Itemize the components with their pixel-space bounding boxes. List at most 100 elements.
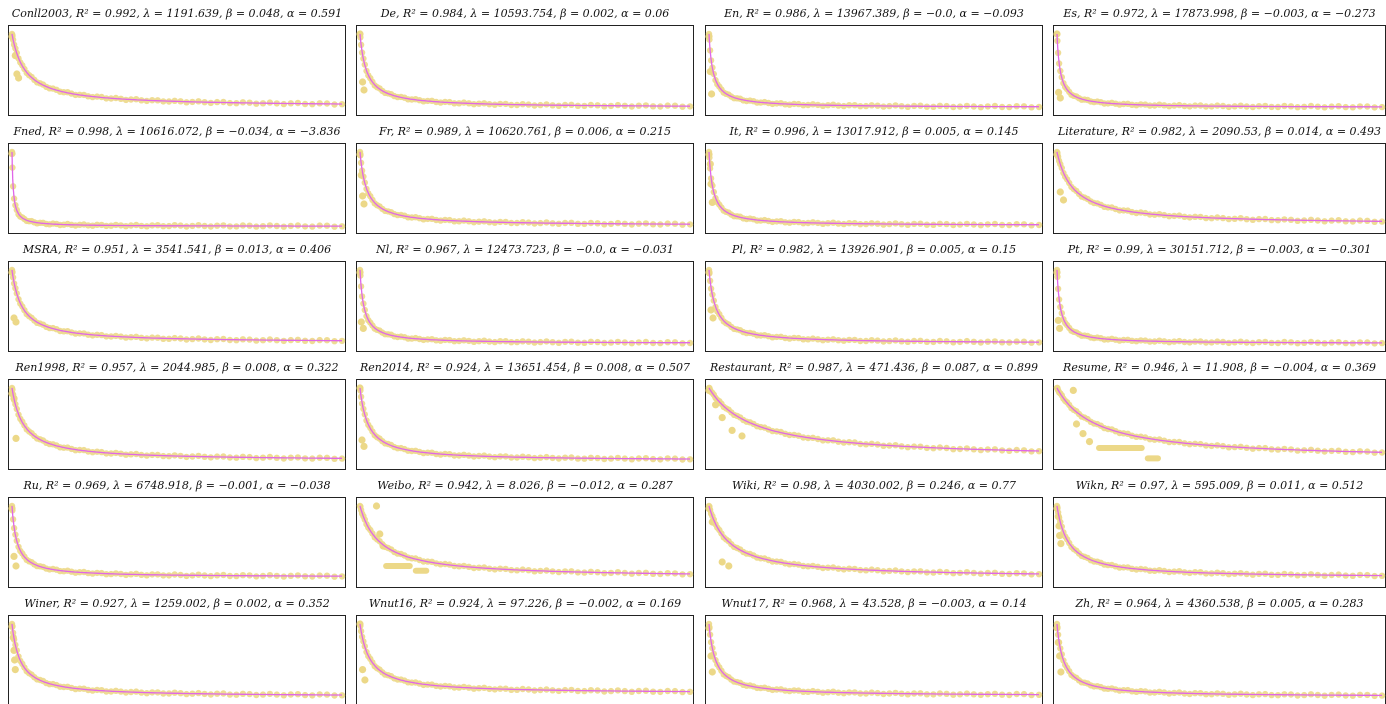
panel-title-pl: Pl, R² = 0.982, λ = 13926.901, β = 0.005… (731, 243, 1016, 256)
data-point-outlier (359, 666, 367, 674)
panel-pl: Pl, R² = 0.982, λ = 13926.901, β = 0.005… (705, 243, 1043, 352)
data-point-plateau (383, 563, 413, 569)
panel-ren2014: Ren2014, R² = 0.924, λ = 13651.454, β = … (356, 361, 694, 470)
data-point (628, 456, 635, 463)
data-point-outlier (1056, 324, 1064, 332)
data-point-outlier (718, 414, 726, 422)
data-point (686, 103, 694, 110)
data-point (1307, 102, 1315, 110)
fit-curve (1056, 270, 1382, 344)
data-point (280, 573, 287, 580)
data-point-outlier (1059, 196, 1068, 204)
data-point (1035, 339, 1043, 346)
fit-curve (1056, 151, 1382, 222)
data-point (1156, 436, 1163, 443)
data-point (819, 102, 827, 110)
fit-curve (359, 270, 690, 344)
fit-curve (11, 152, 342, 227)
fit-curve (708, 624, 1039, 696)
data-point (963, 337, 971, 345)
data-point (207, 336, 214, 344)
data-point-outlier (360, 442, 368, 450)
data-point-outlier (707, 306, 715, 314)
data-point (1176, 212, 1183, 219)
data-point (1249, 445, 1257, 452)
fit-curve (708, 34, 1039, 108)
panel-title-wiki: Wiki, R² = 0.98, λ = 4030.002, β = 0.246… (732, 479, 1016, 492)
data-point-outlier (15, 74, 23, 82)
data-point (133, 688, 140, 695)
data-point-outlier (12, 318, 20, 326)
panel-title-winer: Winer, R² = 0.927, λ = 1259.002, β = 0.0… (24, 597, 330, 610)
data-point (614, 569, 622, 576)
panel-title-weibo: Weibo, R² = 0.942, λ = 8.026, β = −0.012… (377, 479, 673, 492)
fit-curve (11, 387, 342, 459)
panel-ru: Ru, R² = 0.969, λ = 6748.918, β = −0.001… (8, 479, 346, 588)
data-point (1321, 572, 1328, 579)
panel-title-fr: Fr, R² = 0.989, λ = 10620.761, β = 0.006… (378, 125, 671, 138)
panel-resume: Resume, R² = 0.946, λ = 11.908, β = −0.0… (1053, 361, 1386, 470)
data-point-outlier (12, 434, 20, 442)
data-point (1176, 568, 1183, 575)
panel-conll2003: Conll2003, R² = 0.992, λ = 1191.639, β =… (8, 7, 346, 116)
panel-zh: Zh, R² = 0.964, λ = 4360.538, β = 0.005,… (1053, 597, 1386, 704)
data-point (1156, 101, 1163, 108)
panel-wnut17: Wnut17, R² = 0.968, λ = 43.528, β = −0.0… (705, 597, 1043, 704)
data-point-outlier (357, 318, 365, 326)
data-point (133, 333, 140, 340)
data-point-outlier (709, 314, 717, 322)
data-point-outlier (1079, 430, 1087, 438)
data-point (1378, 572, 1386, 579)
panel-title-en: En, R² = 0.986, λ = 13967.389, β = −0.0,… (723, 7, 1024, 20)
panel-wiki: Wiki, R² = 0.98, λ = 4030.002, β = 0.246… (705, 479, 1043, 588)
data-point-outlier (725, 562, 733, 570)
data-point (1166, 339, 1173, 346)
data-point-outlier (1056, 532, 1064, 540)
data-point-outlier (1056, 188, 1064, 196)
data-point-outlier (359, 324, 367, 332)
data-point (819, 220, 827, 227)
data-point (183, 572, 190, 580)
data-point (1166, 103, 1173, 110)
panel-ren1998: Ren1998, R² = 0.957, λ = 2044.985, β = 0… (8, 361, 346, 470)
data-point (543, 101, 550, 108)
data-point (280, 455, 287, 462)
data-point-outlier (1055, 88, 1063, 96)
data-point (1035, 448, 1043, 455)
data-point (543, 219, 550, 226)
panel-title-nl: Nl, R² = 0.967, λ = 12473.723, β = −0.0,… (375, 243, 674, 256)
data-point (614, 219, 622, 227)
data-point-outlier (361, 676, 369, 684)
data-point-outlier (358, 436, 366, 444)
data-point (628, 103, 635, 110)
data-point (830, 688, 837, 695)
data-point (892, 442, 899, 449)
fit-curve (359, 34, 691, 107)
data-point-outlier (738, 432, 746, 440)
data-point-plateau (1096, 445, 1145, 451)
data-point-outlier (359, 192, 367, 200)
panel-restaurant: Restaurant, R² = 0.987, λ = 471.436, β =… (705, 361, 1043, 470)
panel-title-de: De, R² = 0.984, λ = 10593.754, β = 0.002… (380, 7, 670, 20)
data-point-outlier (707, 652, 715, 660)
data-point-outlier (379, 542, 387, 550)
panel-title-ren1998: Ren1998, R² = 0.957, λ = 2044.985, β = 0… (14, 361, 338, 374)
data-point-plateau (1144, 455, 1161, 462)
data-point-plateau (412, 567, 430, 574)
panel-title-resume: Resume, R² = 0.946, λ = 11.908, β = −0.0… (1062, 361, 1376, 374)
fit-curve (1056, 387, 1383, 453)
data-point (195, 98, 202, 105)
data-point (133, 570, 140, 577)
data-point-outlier (707, 180, 715, 188)
data-point (460, 683, 468, 691)
panel-fned: Fned, R² = 0.998, λ = 10616.072, β = −0.… (8, 125, 346, 234)
data-point (1156, 337, 1163, 344)
panel-title-literature: Literature, R² = 0.982, λ = 2090.53, β =… (1057, 125, 1381, 138)
data-point (1176, 689, 1183, 696)
data-point (266, 99, 274, 106)
data-point (892, 220, 899, 227)
data-point-outlier (1054, 316, 1062, 324)
data-point (686, 688, 694, 695)
scatter-points (1053, 502, 1386, 580)
